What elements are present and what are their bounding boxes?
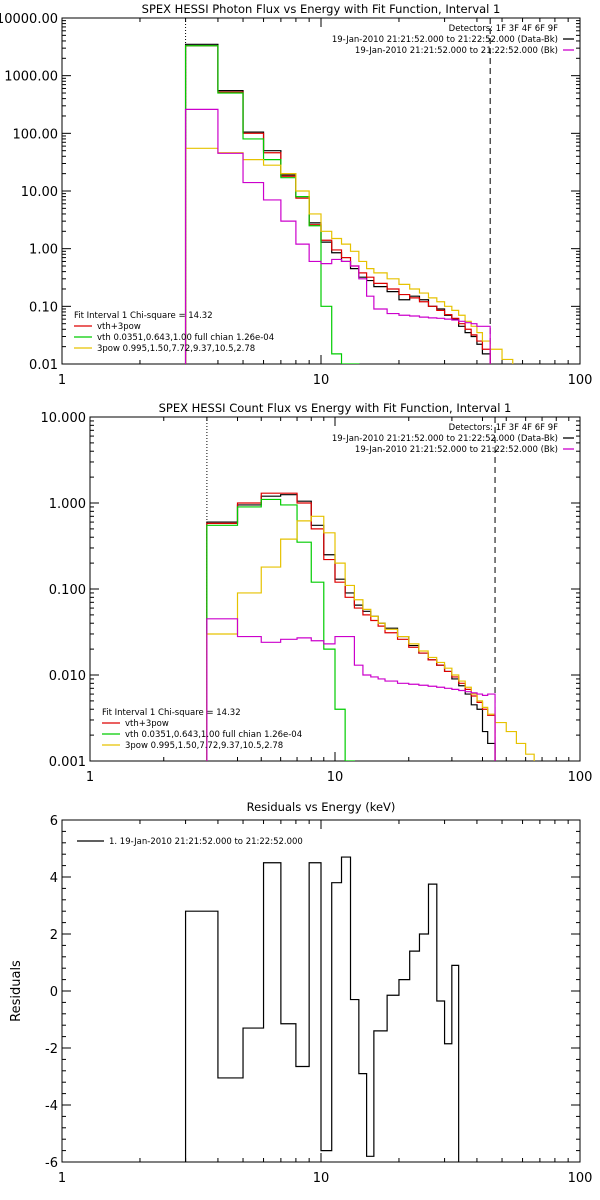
residuals-chart: Residuals vs Energy (keV) -6 -4 -2 0 2 4 6 1 10 10…	[9, 800, 593, 1186]
x-tick-label: 100	[568, 373, 593, 388]
y-tick-label: -6	[45, 1156, 58, 1171]
legend-entry: vth 0.0351,0.643,1.00 full chian 1.26e-0…	[125, 730, 302, 740]
y-tick-label: 0.100	[49, 583, 86, 598]
chart-title: SPEX HESSI Photon Flux vs Energy with Fi…	[142, 2, 501, 16]
series-line-vth	[184, 45, 360, 364]
x-tick-label: 1	[58, 1171, 66, 1186]
legend-entry: Detectors: 1F 3F 4F 6F 9F	[449, 24, 558, 34]
y-tick-label: 0.001	[49, 755, 86, 770]
chart-title: Residuals vs Energy (keV)	[247, 800, 396, 814]
series-line-vth-3pow	[184, 45, 491, 364]
x-tick-label: 100	[568, 770, 593, 785]
y-tick-label: 4	[50, 871, 58, 886]
fit-summary: Fit Interval 1 Chi-square = 14.32	[74, 311, 213, 321]
chart-title: SPEX HESSI Count Flux vs Energy with Fit…	[159, 401, 512, 415]
fit-summary: Fit Interval 1 Chi-square = 14.32	[102, 708, 241, 718]
legend-entry: vth+3pow	[125, 719, 169, 729]
series-group	[206, 492, 535, 761]
series-line-3pow	[184, 147, 514, 364]
y-tick-label: -2	[45, 1042, 58, 1057]
count-flux-chart: SPEX HESSI Count Flux vs Energy with Fit…	[41, 401, 593, 785]
photon-flux-chart: SPEX HESSI Photon Flux vs Energy with Fi…	[0, 2, 593, 388]
y-tick-label: 0.010	[49, 669, 86, 684]
x-tick-label: 100	[568, 1171, 593, 1186]
series-line-1-19-jan-2010-21-21-52-000-to-21-22-52-000	[184, 856, 460, 1162]
series-line-3pow	[206, 515, 535, 761]
y-tick-label: 1.00	[29, 243, 58, 258]
y-tick-label: 10.00	[21, 185, 58, 200]
series-group	[184, 43, 514, 364]
legend-entry: 19-Jan-2010 21:21:52.000 to 21:22:52.000…	[332, 434, 558, 444]
legend-entry: vth+3pow	[97, 322, 141, 332]
x-tick-label: 10	[327, 770, 344, 785]
series-line-vth	[206, 498, 355, 761]
x-tick-label: 1	[86, 770, 94, 785]
x-tick-label: 10	[313, 1171, 330, 1186]
y-tick-label: 10000.00	[0, 12, 58, 27]
legend-entry: 19-Jan-2010 21:21:52.000 to 21:22:52.000…	[355, 445, 558, 455]
legend-entry: 3pow 0.995,1.50,7.72,9.37,10.5,2.78	[125, 741, 283, 751]
y-tick-label: 1000.00	[4, 70, 58, 85]
y-tick-label: 2	[50, 928, 58, 943]
series-line-data-bk	[184, 43, 491, 364]
legend-entry: Detectors: 1F 3F 4F 6F 9F	[449, 423, 558, 433]
y-tick-label: 0.01	[29, 358, 58, 373]
y-tick-label: 0.10	[29, 300, 58, 315]
legend-entry: 1. 19-Jan-2010 21:21:52.000 to 21:22:52.…	[109, 837, 303, 847]
y-axis-label: Residuals	[9, 960, 24, 1022]
legend-entry: vth 0.0351,0.643,1.00 full chian 1.26e-0…	[97, 333, 274, 343]
series-line-vth-3pow	[206, 492, 496, 761]
y-tick-label: 1.000	[49, 497, 86, 512]
legend-entry: 19-Jan-2010 21:21:52.000 to 21:22:52.000…	[332, 35, 558, 45]
x-tick-label: 10	[313, 373, 330, 388]
y-tick-label: 0	[50, 985, 58, 1000]
series-line-data-bk	[206, 494, 496, 761]
x-tick-label: 1	[58, 373, 66, 388]
y-tick-label: -4	[45, 1099, 58, 1114]
series-line-bk	[206, 618, 496, 761]
y-tick-label: 6	[50, 814, 58, 829]
y-tick-label: 10.000	[41, 411, 87, 426]
legend-entry: 3pow 0.995,1.50,7.72,9.37,10.5,2.78	[97, 344, 255, 354]
legend-entry: 19-Jan-2010 21:21:52.000 to 21:22:52.000…	[355, 46, 558, 56]
y-tick-label: 100.00	[13, 127, 59, 142]
series-group	[184, 856, 460, 1162]
series-line-bk	[184, 108, 491, 364]
